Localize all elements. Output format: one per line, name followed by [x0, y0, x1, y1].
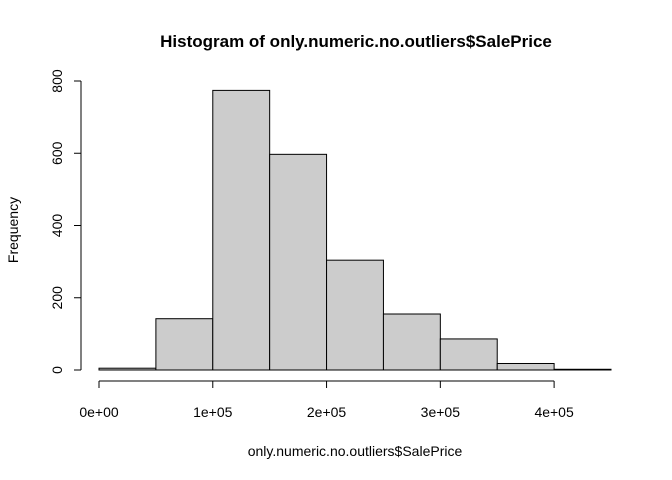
- x-tick-label: 0e+00: [79, 404, 119, 420]
- histogram-bar: [326, 259, 384, 371]
- histogram-bar: [269, 153, 328, 371]
- y-tick-label: 400: [49, 214, 65, 238]
- y-tick-label: 800: [49, 69, 65, 93]
- chart-title: Histogram of only.numeric.no.outliers$Sa…: [160, 32, 552, 51]
- y-axis-label: Frequency: [5, 197, 21, 263]
- x-axis: 0e+00 1e+05 2e+05 3e+05 4e+05: [79, 380, 574, 420]
- y-tick-label: 200: [49, 286, 65, 310]
- x-tick-label: 1e+05: [193, 404, 233, 420]
- histogram-bar: [382, 313, 441, 371]
- y-tick-label: 0: [49, 366, 65, 374]
- histogram-bar: [439, 338, 498, 371]
- histogram-bar: [155, 318, 214, 371]
- x-tick-label: 2e+05: [307, 404, 347, 420]
- histogram-bar: [98, 367, 157, 371]
- histogram-bar: [212, 89, 271, 371]
- y-tick-label: 600: [49, 141, 65, 165]
- y-axis: 0 200 400 600 800: [49, 69, 82, 374]
- bars-group: [98, 89, 612, 371]
- histogram-bar: [496, 362, 555, 371]
- x-axis-label: only.numeric.no.outliers$SalePrice: [248, 443, 463, 459]
- x-tick-label: 3e+05: [421, 404, 461, 420]
- histogram-bar: [553, 368, 612, 371]
- x-tick-label: 4e+05: [534, 404, 574, 420]
